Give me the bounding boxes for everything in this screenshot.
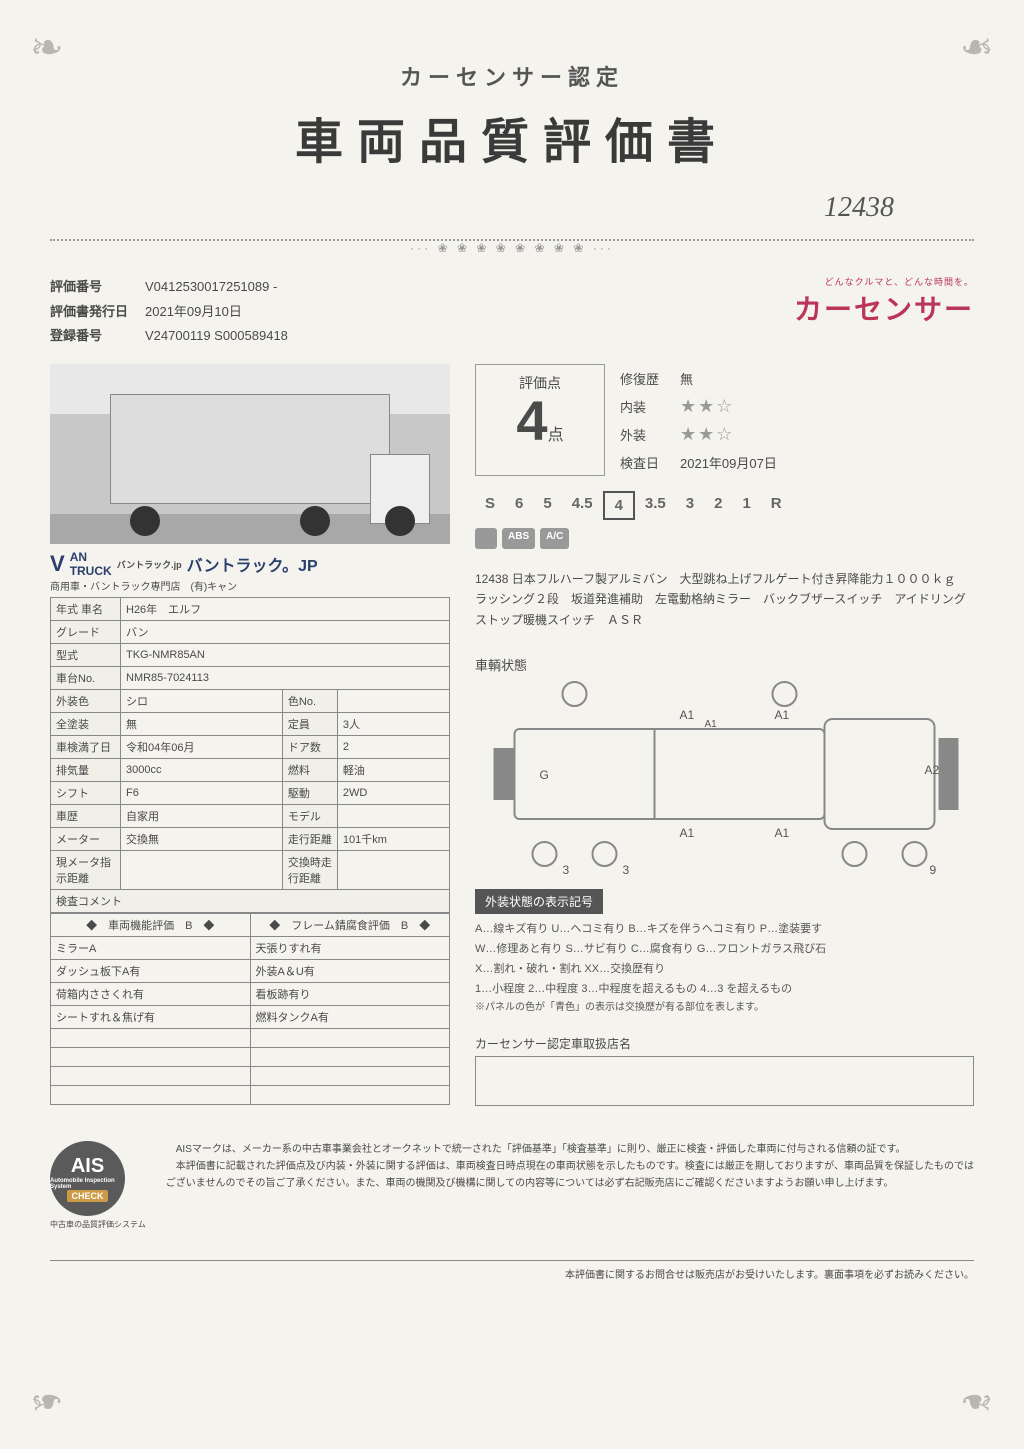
legend-body: A…線キズ有り U…ヘコミ有り B…キズを伴うヘコミ有り P…塗装要すW…修理あ… bbox=[475, 920, 974, 1017]
ornament-bl: ❧ bbox=[30, 1378, 64, 1424]
spec-table: 年式 車名H26年 エルフグレードバン型式TKG-NMR85AN車台No.NMR… bbox=[50, 597, 450, 890]
vehicle-description: 12438 日本フルハーフ製アルミバン 大型跳ね上げフルゲート付き昇降能力１００… bbox=[475, 569, 974, 630]
repair-label: 修復歴 bbox=[620, 369, 680, 388]
legend-header: 外装状態の表示記号 bbox=[475, 889, 603, 914]
mark-9: 9 bbox=[930, 863, 937, 877]
divider: ··· ❀ ❀ ❀ ❀ ❀ ❀ ❀ ❀ ··· bbox=[50, 239, 974, 255]
mark-a1e: A1 bbox=[775, 826, 790, 840]
brand-tagline: どんなクルマと、どんな時間を。 bbox=[794, 275, 974, 288]
eval-date-value: 2021年09月10日 bbox=[145, 300, 242, 325]
inspect-label: 検査日 bbox=[620, 453, 680, 472]
ais-badge: AIS Automobile Inspection System CHECK bbox=[50, 1141, 125, 1216]
dealer-banner: VANTRUCKバントラック.jp バントラック。JP bbox=[50, 550, 450, 578]
ornament-tr: ❧ bbox=[960, 25, 994, 71]
interior-label: 内装 bbox=[620, 397, 680, 416]
interior-stars: ★★☆ bbox=[680, 396, 734, 417]
brand: どんなクルマと、どんな時間を。 カーセンサー bbox=[794, 275, 974, 328]
eval-num-label: 評価番号 bbox=[50, 275, 145, 300]
car-state-label: 車輌状態 bbox=[475, 655, 974, 674]
mark-3b: 3 bbox=[623, 863, 630, 877]
exterior-label: 外装 bbox=[620, 425, 680, 444]
score-scale: S654.543.5321R bbox=[475, 491, 974, 520]
eval-reg-label: 登録番号 bbox=[50, 324, 145, 349]
eval-date-label: 評価書発行日 bbox=[50, 300, 145, 325]
header-subtitle: カーセンサー認定 bbox=[50, 60, 974, 92]
vehicle-photo bbox=[50, 364, 450, 544]
ais-caption: 中古車の品質評価システム bbox=[50, 1219, 146, 1230]
comment-header: 検査コメント bbox=[50, 890, 450, 913]
mark-g: G bbox=[540, 768, 549, 782]
dealer-label: カーセンサー認定車取扱店名 bbox=[475, 1035, 974, 1052]
mark-3: 3 bbox=[563, 863, 570, 877]
footer-text: AISマークは、メーカー系の中古車事業会社とオークネットで統一された「評価基準」… bbox=[166, 1141, 974, 1192]
eval-reg-value: V24700119 S000589418 bbox=[145, 324, 288, 349]
eval-num-value: V0412530017251089 - bbox=[145, 275, 277, 300]
score-unit: 点 bbox=[548, 427, 564, 444]
mark-a2: A2 bbox=[925, 763, 940, 777]
brand-logo: カーセンサー bbox=[794, 288, 974, 328]
exterior-stars: ★★☆ bbox=[680, 424, 734, 445]
ornament-br: ❧ bbox=[960, 1378, 994, 1424]
footer-note: 本評価書に関するお問合せは販売店がお受けいたします。裏面事項を必ずお読みください… bbox=[50, 1260, 974, 1281]
score-value: 4 bbox=[516, 389, 547, 452]
feature-badges: ABSA/C bbox=[475, 528, 974, 549]
mark-a1b: A1 bbox=[775, 708, 790, 722]
mark-a1: A1 bbox=[680, 708, 695, 722]
dealer-banner-sub: 商用車・バントラック専門店 (有)キャン bbox=[50, 578, 450, 593]
mark-a1c: A1 bbox=[705, 719, 718, 730]
dealer-box bbox=[475, 1056, 974, 1106]
repair-value: 無 bbox=[680, 369, 693, 388]
ais-badge-wrap: AIS Automobile Inspection System CHECK 中… bbox=[50, 1141, 146, 1230]
car-diagram: A1 A1 A1 G A2 A1 A1 3 3 9 bbox=[475, 679, 974, 879]
mark-a1d: A1 bbox=[680, 826, 695, 840]
handwritten-number: 12438 bbox=[50, 192, 894, 224]
eval-info: 評価番号V0412530017251089 - 評価書発行日2021年09月10… bbox=[50, 275, 288, 349]
inspect-value: 2021年09月07日 bbox=[680, 453, 777, 472]
header-title: 車両品質評価書 bbox=[50, 102, 974, 172]
comment-table: ◆ 車両機能評価 B ◆◆ フレーム錆腐食評価 B ◆ミラーA天張りすれ有ダッシ… bbox=[50, 913, 450, 1105]
score-box: 評価点 4点 修復歴無 内装★★☆ 外装★★☆ 検査日2021年09月07日 bbox=[475, 364, 974, 476]
ornament-tl: ❧ bbox=[30, 25, 64, 71]
